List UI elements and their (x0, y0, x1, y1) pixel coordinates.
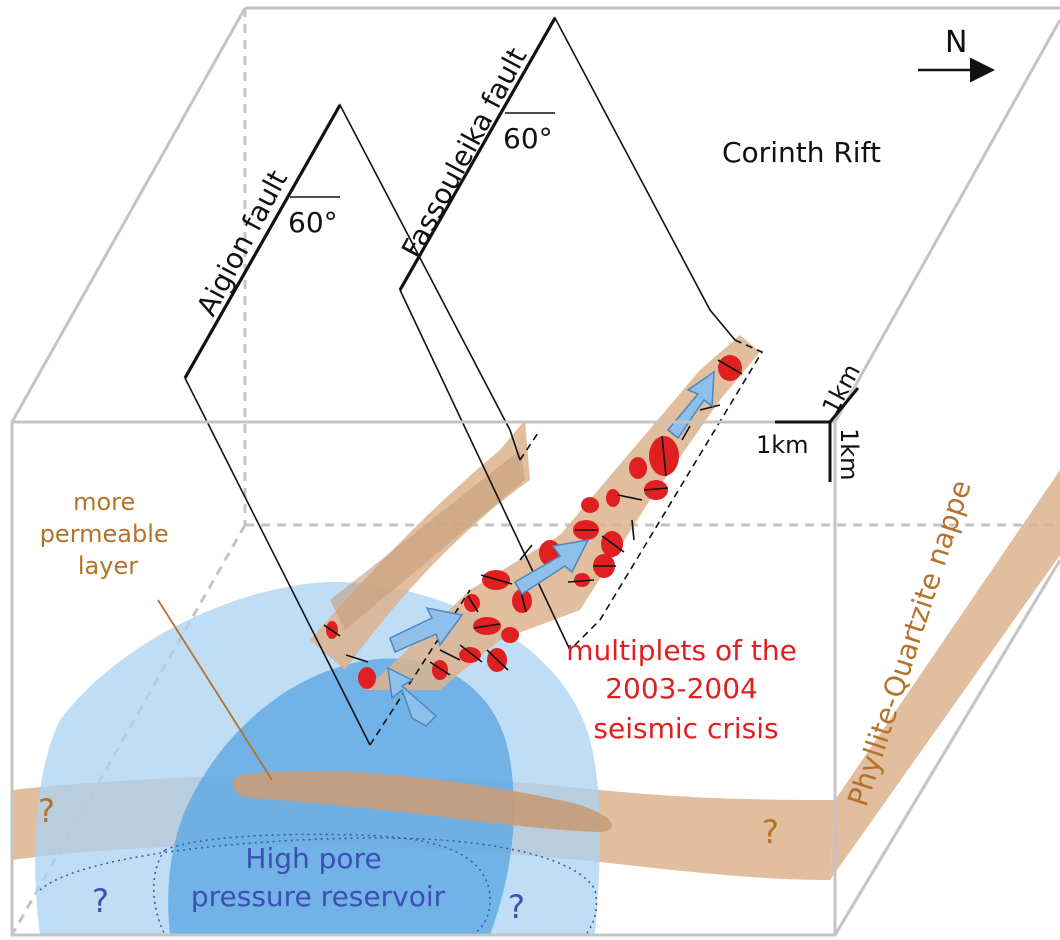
box-edges (10, 6, 1060, 937)
layer-right-face (830, 470, 1060, 880)
multiplet-event (574, 573, 590, 587)
unknown-reservoir-left-marker: ? (92, 882, 109, 920)
reservoir-line-1: High pore (245, 842, 381, 875)
permeable-layer-label: more permeable layer (40, 488, 177, 580)
multiplet-event (512, 589, 532, 613)
fault-dashed-traces (369, 339, 764, 746)
permeable-layer-leader (157, 599, 273, 781)
permeable-layer-line-1: more (73, 488, 135, 516)
reservoir-label: High pore pressure reservoir (191, 842, 446, 913)
reservoir-outline (39, 833, 597, 936)
aigion-fault-label: Aigion fault (190, 165, 294, 322)
multiplets-label: multiplets of the 2003-2004 seismic cris… (566, 634, 806, 745)
multiplet-event (718, 355, 742, 381)
scale-bar (775, 387, 860, 482)
flow-arrow-3 (513, 539, 590, 596)
multiplet-event (629, 457, 647, 479)
aigion-fault-plane (183, 103, 521, 746)
multiplets-line-3: seismic crisis (593, 712, 778, 745)
focal-ticks (323, 359, 743, 676)
dip-fassouleika-label: 60° (503, 122, 553, 155)
multiplet-event (358, 667, 376, 689)
seismic-corridor (365, 335, 760, 690)
multiplet-event (432, 660, 448, 680)
unknown-right-marker: ? (762, 813, 779, 851)
layer-rising (310, 420, 530, 670)
multiplet-event (459, 647, 481, 663)
multiplet-event (501, 627, 519, 643)
multiplet-event (606, 489, 620, 507)
unknown-left-marker: ? (38, 792, 55, 830)
multiplet-event (581, 497, 599, 513)
flow-arrow-1 (387, 666, 438, 727)
multiplets-line-2: 2003-2004 (605, 672, 758, 705)
multiplets-line-1: multiplets of the (566, 634, 797, 667)
permeable-layer-line-2: permeable (40, 520, 169, 548)
flow-arrow-2 (389, 606, 464, 654)
unknown-reservoir-right-marker: ? (508, 888, 525, 926)
permeable-layer-line-3: layer (78, 552, 138, 580)
north-label: N (945, 25, 967, 60)
dip-aigion-label: 60° (288, 206, 338, 239)
multiplet-event (644, 480, 668, 500)
reservoir-line-2: pressure reservoir (191, 880, 446, 913)
layer-core (232, 771, 612, 832)
fassouleika-fault-plane (398, 16, 736, 651)
scale-z-label: 1km (835, 428, 863, 481)
dip-markers (290, 112, 555, 198)
region-label: Corinth Rift (722, 136, 881, 169)
scale-x-label: 1km (756, 431, 809, 459)
